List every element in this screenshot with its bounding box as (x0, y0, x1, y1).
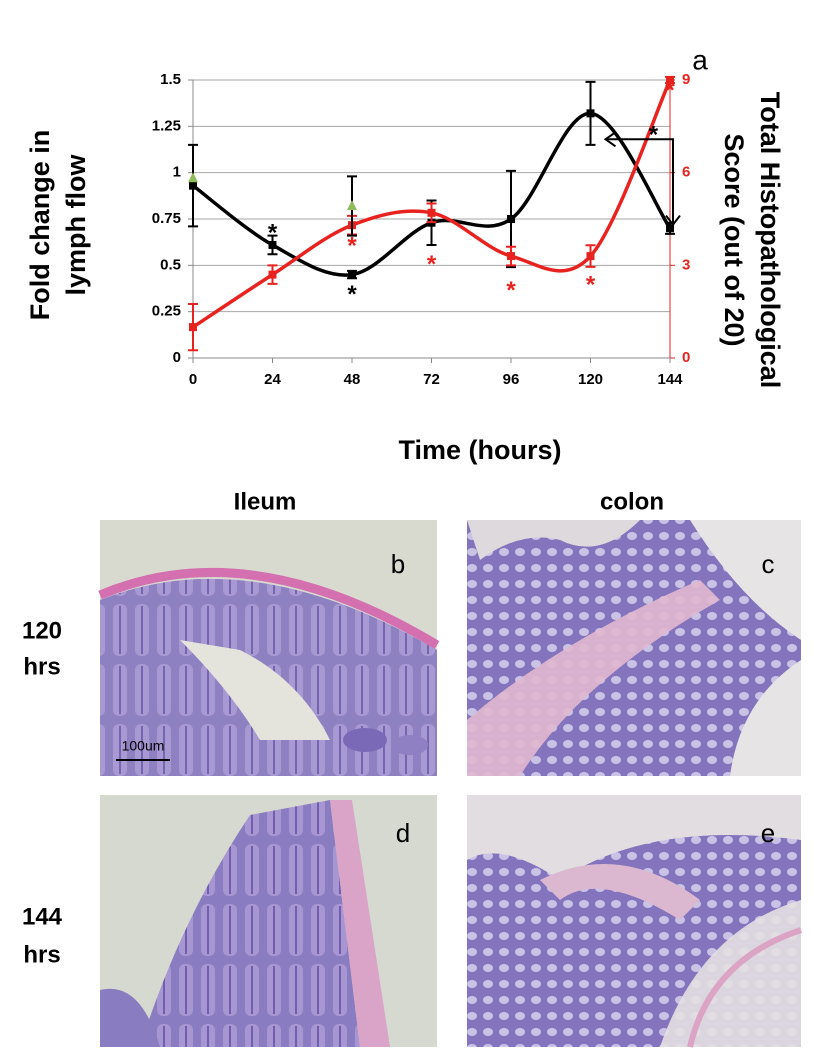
x-tick-label: 144 (657, 371, 683, 388)
row-label: 144 (22, 903, 63, 930)
annotation: * (347, 233, 357, 260)
marker (427, 208, 436, 217)
annotation: * (665, 77, 675, 104)
column-label: Ileum (234, 488, 297, 515)
marker (347, 200, 357, 211)
panel-letter: a (692, 44, 708, 75)
y-tick-label: 0.75 (152, 210, 181, 227)
y2-axis-title: Score (out of 20) (719, 133, 749, 346)
x-tick-label: 24 (264, 371, 281, 388)
marker (666, 224, 674, 233)
histology-image (467, 520, 801, 776)
marker (189, 181, 197, 190)
annotation: * (586, 272, 596, 299)
y2-tick-label: 3 (682, 256, 690, 273)
marker (666, 76, 674, 84)
annotation: * (268, 220, 278, 247)
row-label: hrs (23, 653, 60, 680)
arrow-head (603, 131, 681, 227)
marker (188, 172, 198, 183)
annotation: * (347, 281, 357, 308)
column-label: colon (600, 488, 664, 515)
marker (268, 270, 277, 279)
marker (268, 240, 277, 249)
y-axis-title: lymph flow (61, 154, 91, 296)
marker (507, 252, 515, 261)
panel-letter: c (762, 549, 775, 579)
y-tick-label: 1.5 (160, 71, 181, 88)
marker (586, 252, 595, 261)
y2-tick-label: 6 (682, 164, 690, 181)
comparison-bracket (605, 138, 674, 225)
panel-letter: d (396, 818, 410, 848)
y-tick-label: 1.25 (152, 117, 181, 134)
marker (189, 323, 197, 332)
annotation: * (506, 277, 516, 304)
marker (507, 215, 515, 223)
histology-image (98, 520, 440, 776)
x-tick-label: 0 (189, 371, 197, 388)
y2-tick-label: 0 (682, 349, 690, 366)
marker (348, 270, 356, 279)
row-label: 120 (22, 617, 62, 644)
histology-image (100, 795, 437, 1047)
y-tick-label: 1 (173, 164, 181, 181)
y-tick-label: 0 (173, 349, 181, 366)
annotation: * (427, 251, 437, 278)
y2-tick-label: 9 (682, 71, 690, 88)
y-axis-title: Fold change in (25, 130, 55, 321)
panel-letter: b (391, 549, 405, 579)
x-tick-label: 48 (344, 371, 361, 388)
panel-letter: e (761, 818, 775, 848)
y2-axis-title: Total Histopathological (755, 92, 785, 389)
row-label: hrs (23, 941, 60, 968)
x-tick-label: 96 (503, 371, 520, 388)
x-axis-title: Time (hours) (398, 435, 561, 465)
y-tick-label: 0.25 (152, 303, 181, 320)
plot: 0 0.25 0.5 0.75 1 1.25 1.5 0 3 6 9 0 24 48 72 96 120 144 *… (152, 71, 691, 388)
histology-image (467, 795, 802, 1048)
marker (586, 109, 595, 118)
x-tick-label: 120 (578, 371, 603, 388)
scale-bar-label: 100um (122, 738, 165, 754)
annotation: * (649, 121, 659, 148)
x-tick-label: 72 (423, 371, 440, 388)
y-tick-label: 0.5 (160, 256, 181, 273)
